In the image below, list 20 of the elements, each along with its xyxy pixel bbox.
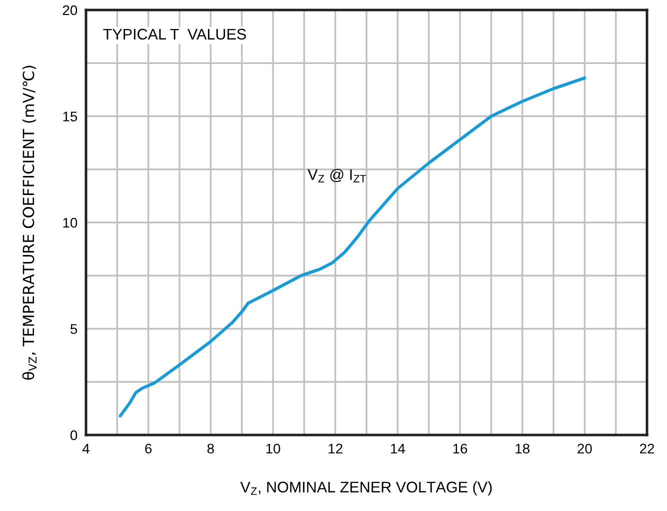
x-tick-label: 14 [391,444,405,454]
x-axis-title: V$_{Z}$, NOMINAL ZENER VOLTAGE (V) [240,481,492,496]
x-tick-label: 4 [82,444,90,454]
x-tick-label: 18 [516,444,530,454]
y-tick-label: 10 [63,218,78,228]
line-series [118,76,586,418]
annotation: V$_{Z}$ @ I$_{ZT}$ [308,168,366,182]
x-tick-label: 20 [578,444,592,454]
x-tick-label: 16 [453,444,468,454]
y-axis-title: θ$_{VZ}$, TEMPERATURE COEFFICIENT (mV/℃) [22,66,37,380]
x-tick-label: 22 [640,444,654,454]
x-tick-label: 10 [266,444,280,454]
y-tick-label: 20 [62,5,78,16]
x-tick-label: 6 [145,444,152,454]
y-tick-label: 0 [70,430,78,440]
x-tick-label: 8 [207,444,214,454]
annotation: TYPICAL T VALUES [103,28,246,40]
y-tick-label: 5 [70,324,78,334]
y-tick-label: 15 [63,112,78,122]
x-tick-label: 12 [328,444,342,454]
